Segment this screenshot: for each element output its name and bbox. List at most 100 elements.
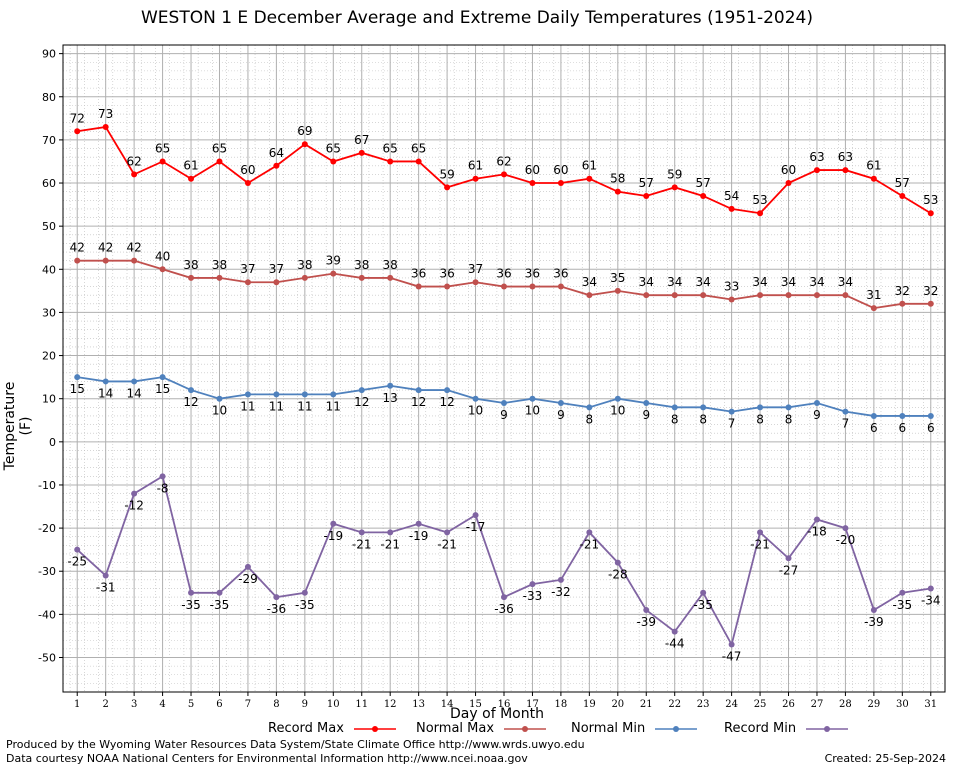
- data-label: -12: [124, 499, 144, 513]
- data-label: -18: [807, 524, 827, 538]
- data-point: [444, 283, 451, 290]
- data-point: [586, 292, 593, 299]
- x-axis: 1 2 3 4 5 6 7 8 9 10 11 12 13 14 15 16 17 18 19 20 21 22 23 24 2…: [74, 692, 937, 710]
- data-label: 42: [98, 241, 113, 255]
- x-tick-label: 28: [839, 699, 852, 710]
- data-label: 73: [98, 107, 113, 121]
- data-point: [757, 529, 764, 536]
- data-label: 11: [326, 399, 341, 413]
- data-label: 8: [756, 412, 764, 426]
- data-label: 38: [212, 258, 227, 272]
- data-label: 9: [813, 408, 821, 422]
- data-label: 57: [639, 176, 654, 190]
- x-tick-label: 3: [131, 699, 137, 710]
- data-point: [529, 395, 536, 402]
- data-point: [301, 391, 308, 398]
- data-label: -19: [323, 529, 343, 543]
- x-tick-label: 22: [668, 699, 681, 710]
- data-point: [273, 162, 280, 169]
- data-point: [614, 287, 621, 294]
- x-tick-label: 2: [102, 699, 108, 710]
- data-label: -36: [494, 602, 514, 616]
- data-point: [501, 400, 507, 407]
- data-point: [301, 274, 308, 281]
- data-point: [387, 274, 394, 281]
- data-label: 36: [411, 267, 426, 281]
- y-tick-label: -40: [38, 608, 56, 621]
- data-point: [159, 374, 166, 381]
- data-label: 36: [439, 267, 454, 281]
- data-label: 67: [354, 133, 369, 147]
- data-point: [330, 520, 337, 527]
- data-label: 10: [525, 404, 540, 418]
- data-point: [586, 404, 593, 411]
- data-label: -27: [779, 563, 799, 577]
- legend-swatch-record-min: [806, 725, 849, 732]
- data-point: [700, 292, 707, 299]
- footer-data-courtesy: Data courtesy NOAA National Centers for …: [6, 752, 528, 765]
- data-point: [728, 296, 735, 303]
- data-label: 10: [212, 404, 227, 418]
- x-tick-label: 18: [555, 699, 568, 710]
- data-label: -21: [437, 537, 457, 551]
- legend-label-record-max: Record Max: [268, 721, 344, 736]
- data-label: -35: [693, 598, 713, 612]
- data-point: [415, 158, 422, 165]
- data-point: [870, 305, 877, 312]
- data-label: 61: [582, 159, 597, 173]
- data-label: 57: [696, 176, 711, 190]
- data-label: 9: [500, 408, 508, 422]
- data-point: [529, 283, 536, 290]
- data-label: 60: [553, 163, 568, 177]
- data-label: 31: [866, 288, 881, 302]
- data-label: -31: [96, 581, 116, 595]
- grid: [63, 44, 945, 693]
- data-label: 34: [582, 275, 597, 289]
- data-label: -44: [665, 637, 685, 651]
- data-point: [785, 180, 792, 187]
- legend: Record Max Normal Max Normal Min Record …: [0, 721, 954, 739]
- data-point: [643, 192, 650, 199]
- data-point: [358, 387, 365, 394]
- data-point: [899, 412, 906, 419]
- y-tick-label: -50: [38, 651, 56, 664]
- data-point: [188, 387, 195, 394]
- data-point: [74, 374, 81, 381]
- data-label: 65: [326, 141, 341, 155]
- legend-swatch-normal-min: [655, 725, 698, 732]
- data-label: 10: [468, 404, 483, 418]
- y-tick-label: 10: [42, 393, 56, 406]
- x-tick-label: 27: [811, 699, 824, 710]
- legend-swatch-normal-max: [504, 725, 547, 732]
- data-point: [301, 141, 308, 148]
- data-label: 8: [586, 412, 594, 426]
- data-point: [870, 607, 877, 614]
- legend-item-normal-min: Normal Min: [571, 721, 701, 736]
- data-label: 9: [642, 408, 650, 422]
- data-label: 6: [927, 421, 935, 435]
- data-point: [74, 257, 81, 264]
- data-point: [330, 158, 337, 165]
- x-tick-label: 9: [302, 699, 308, 710]
- data-point: [244, 563, 251, 570]
- data-point: [842, 292, 849, 299]
- data-point: [557, 576, 564, 583]
- data-label: 38: [183, 258, 198, 272]
- data-label: 36: [525, 267, 540, 281]
- data-point: [330, 391, 337, 398]
- data-point: [358, 529, 365, 536]
- x-tick-label: 6: [216, 699, 222, 710]
- data-point: [131, 257, 138, 264]
- data-point: [358, 274, 365, 281]
- data-point: [102, 572, 109, 579]
- data-label: 34: [809, 275, 824, 289]
- data-label: -36: [267, 602, 287, 616]
- data-label: 69: [297, 124, 312, 138]
- data-point: [785, 555, 792, 562]
- data-label: 7: [728, 417, 736, 431]
- data-point: [700, 192, 707, 199]
- data-point: [102, 257, 109, 264]
- data-label: 34: [667, 275, 682, 289]
- data-point: [586, 529, 593, 536]
- data-point: [899, 589, 906, 596]
